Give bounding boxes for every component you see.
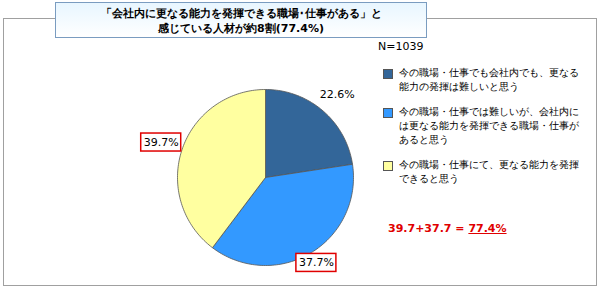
html-text:今の職場・仕事では難しいが、会社内には更なる能力を発揮できる: 今の職場・仕事では難しいが、会社内には更なる能力を発揮できる職場・仕事があると思… [399, 106, 579, 145]
html-text:「会社内に更なる能力を発揮できる職場･仕事がある」と 感じて: 「会社内に更なる能力を発揮できる職場･仕事がある」と 感じている人材が約8割(7… [100, 7, 382, 35]
svg-text:39.7%: 39.7% [144, 136, 179, 149]
svg-text:22.6%: 22.6% [320, 88, 355, 101]
html-text:今の職場・仕事にて、更なる能力を発揮できると思う: 今の職場・仕事にて、更なる能力を発揮できると思う [399, 159, 579, 184]
svg-text:37.7%: 37.7% [299, 256, 334, 269]
html-text:N=1039: N=1039 [378, 40, 424, 53]
html-text:39.7+37.7 = 77.4%: 39.7+37.7 = 77.4% [388, 222, 507, 235]
html-text:今の職場・仕事でも会社内でも、更なる能力の発揮は難しいと思う: 今の職場・仕事でも会社内でも、更なる能力の発揮は難しいと思う [399, 67, 579, 92]
